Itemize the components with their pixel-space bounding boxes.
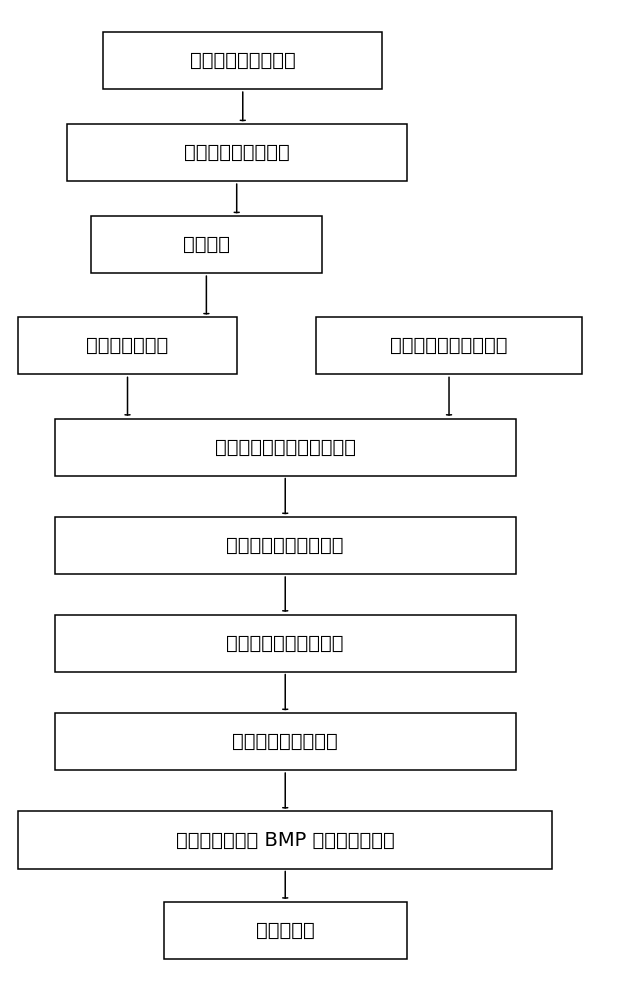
Text: 清洗吹干，阳极: 清洗吹干，阳极 (87, 336, 168, 355)
Bar (19, 317, 236, 374)
Bar (54, 517, 516, 574)
Text: 微量亚硒酸钓和 BMP 的离心负载处理: 微量亚硒酸钓和 BMP 的离心负载处理 (176, 831, 394, 850)
Bar (316, 317, 582, 374)
Text: 两步阳极氧化，清洗，干燥: 两步阳极氧化，清洗，干燥 (215, 438, 356, 457)
Text: 化学抓光: 化学抓光 (183, 235, 230, 254)
Text: 水热合成，清洗，干燥: 水热合成，清洗，干燥 (227, 634, 344, 653)
Bar (54, 713, 516, 770)
Text: 钓酸钓纳米管阵列层: 钓酸钓纳米管阵列层 (232, 732, 338, 751)
Text: 清洗，干燥: 清洗，干燥 (256, 921, 314, 940)
Bar (19, 811, 552, 869)
Bar (103, 32, 383, 89)
Bar (54, 419, 516, 476)
Text: 二氧化钓纳米管阵列层: 二氧化钓纳米管阵列层 (227, 536, 344, 555)
Bar (67, 124, 407, 181)
Bar (54, 615, 516, 672)
Text: 配置电解质，石墨阴极: 配置电解质，石墨阴极 (390, 336, 508, 355)
Text: 表面磨光，超声清洗: 表面磨光，超声清洗 (184, 143, 290, 162)
Bar (164, 902, 407, 959)
Bar (91, 216, 322, 273)
Text: 钓或钓合金人工关节: 钓或钓合金人工关节 (190, 51, 296, 70)
